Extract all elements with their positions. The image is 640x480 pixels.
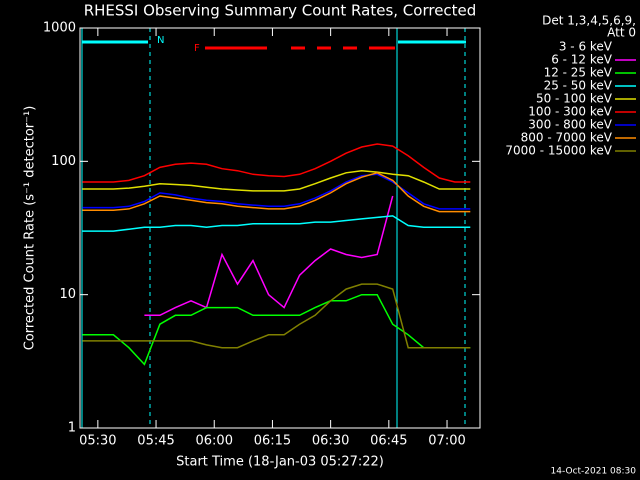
legend-label: 50 - 100 keV (536, 92, 613, 106)
footer: 14-Oct-2021 08:30 (551, 467, 637, 477)
y-tick-label: 1000 (43, 21, 76, 36)
flare-label: F (194, 43, 200, 54)
legend-label: 25 - 50 keV (544, 79, 613, 93)
legend-label: 800 - 7000 keV (521, 131, 613, 145)
y-tick-label: 100 (51, 154, 76, 169)
x-tick-label: 05:30 (79, 434, 116, 449)
legend-label: 300 - 800 keV (528, 118, 612, 132)
series-line (82, 143, 471, 183)
plot-frame (79, 27, 481, 429)
legend-label: 100 - 300 keV (528, 105, 612, 119)
legend-label: 12 - 25 keV (544, 66, 613, 80)
x-tick-label: 07:00 (428, 434, 465, 449)
legend-label: 3 - 6 keV (559, 40, 613, 54)
y-tick-label: 1 (68, 421, 76, 436)
x-tick-label: 06:45 (370, 434, 407, 449)
chart-title: RHESSI Observing Summary Count Rates, Co… (84, 2, 477, 20)
legend-label: 7000 - 15000 keV (505, 144, 612, 158)
series-line (82, 215, 471, 232)
series-line (82, 283, 471, 349)
night-label: N (157, 35, 164, 46)
x-tick-label: 06:30 (312, 434, 349, 449)
series-line (82, 293, 471, 366)
x-tick-label: 06:00 (196, 434, 233, 449)
series-line (82, 171, 471, 213)
y-tick-label: 10 (59, 287, 76, 302)
legend-header: Att 0 (607, 26, 636, 40)
series-line (82, 173, 471, 210)
x-axis-label: Start Time (18-Jan-03 05:27:22) (176, 455, 384, 470)
x-tick-label: 05:45 (137, 434, 174, 449)
series-line (82, 169, 471, 192)
y-axis-label: Corrected Count Rate (s⁻¹ detector⁻¹) (23, 106, 38, 351)
legend-header: Det 1,3,4,5,6,9, (542, 14, 636, 28)
series-line (144, 195, 394, 317)
legend-label: 6 - 12 keV (551, 53, 613, 67)
series-line (159, 207, 394, 326)
x-tick-label: 06:15 (254, 434, 291, 449)
